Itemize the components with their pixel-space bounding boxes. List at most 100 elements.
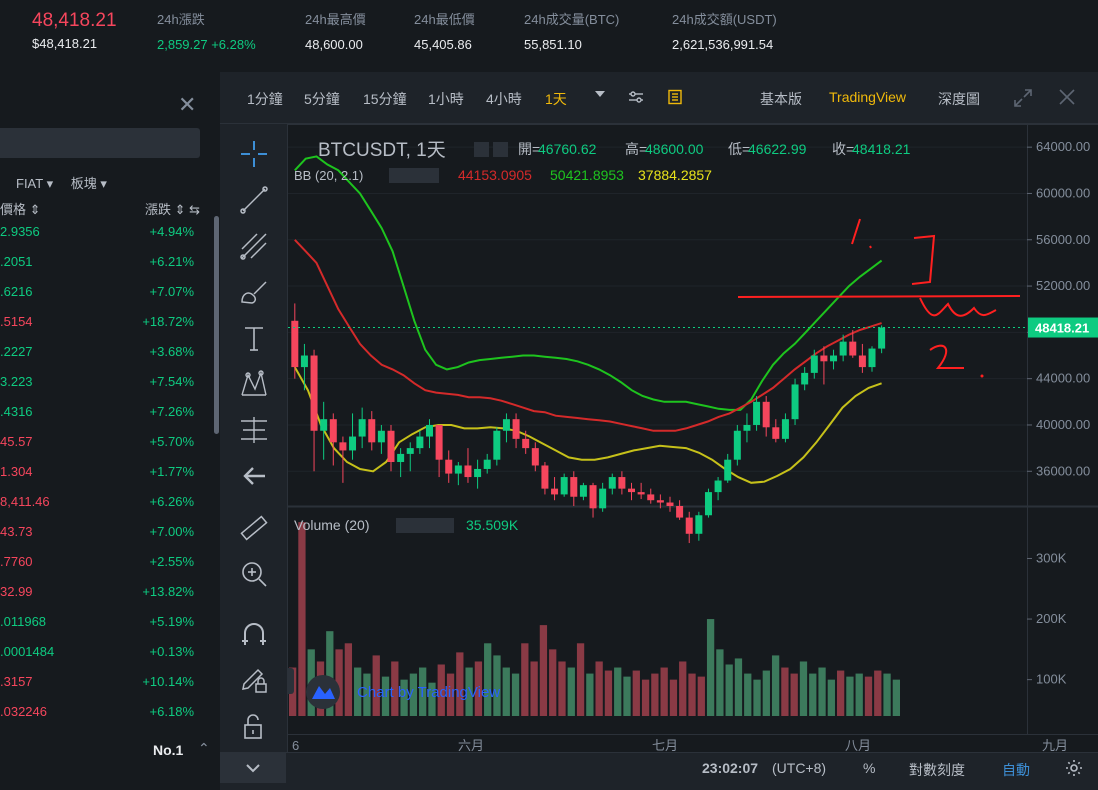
pattern-tool-icon[interactable] (234, 366, 274, 402)
volume-tick-label: 100K (1036, 672, 1067, 687)
back-arrow-icon[interactable] (234, 458, 274, 494)
interval-1d[interactable]: 1天 (545, 91, 567, 107)
lock-pencil-icon[interactable] (234, 662, 274, 698)
pager-up-icon[interactable]: ⌃ (198, 740, 210, 756)
filter-sector[interactable]: 板塊 ▾ (70, 176, 107, 191)
volume-bar (502, 667, 510, 716)
volume-bar (883, 673, 891, 716)
search-input[interactable] (0, 128, 200, 158)
trendline-icon[interactable] (234, 182, 274, 218)
chart-canvas[interactable]: 36000.0040000.0044000.0048000.0052000.00… (284, 124, 1098, 753)
candle-body (753, 401, 761, 425)
magnet-icon[interactable] (234, 616, 274, 652)
stat-label: 24h最高價 (305, 12, 366, 27)
stat-24h-high: 24h最高價 48,600.00 (305, 9, 366, 52)
market-row[interactable]: .2227 +3.68% (0, 342, 200, 372)
market-row[interactable]: 3.223 +7.54% (0, 372, 200, 402)
collapse-button[interactable] (220, 753, 286, 783)
indicators-icon[interactable] (667, 89, 683, 108)
crosshair-icon[interactable] (234, 136, 274, 172)
ohlc-label: 收= (832, 141, 854, 157)
market-row[interactable]: .4316 +7.26% (0, 402, 200, 432)
stat-value: 45,405.86 (414, 37, 472, 52)
view-depth[interactable]: 深度圖 (938, 91, 980, 107)
market-row[interactable]: .032246 +6.18% (0, 702, 200, 732)
percent-toggle[interactable]: % (863, 760, 876, 776)
market-row[interactable]: .2051 +6.21% (0, 252, 200, 282)
fib-tool-icon[interactable] (234, 228, 274, 264)
market-row[interactable]: .7760 +2.55% (0, 552, 200, 582)
market-row[interactable]: 8,411.46 +6.26% (0, 492, 200, 522)
tradingview-chart[interactable]: 36000.0040000.0044000.0048000.0052000.00… (284, 124, 1098, 753)
market-row[interactable]: .3157 +10.14% (0, 672, 200, 702)
log-scale-toggle[interactable]: 對數刻度 (909, 762, 965, 778)
market-row-price: .5154 (0, 314, 33, 329)
market-row[interactable]: 2.9356 +4.94% (0, 222, 200, 252)
volume-bar (391, 661, 399, 716)
volume-bar (511, 673, 520, 716)
y-tick-label: 36000.00 (1036, 463, 1090, 478)
text-tool-icon[interactable] (234, 320, 274, 356)
gear-icon[interactable] (1065, 759, 1083, 780)
ohlc-value: 46760.62 (538, 141, 597, 157)
interval-1m[interactable]: 1分鐘 (247, 91, 283, 107)
market-row[interactable]: 32.99 +13.82% (0, 582, 200, 612)
candle-body (454, 465, 462, 474)
interval-1h[interactable]: 1小時 (428, 91, 464, 107)
unlock-icon[interactable] (234, 708, 274, 744)
col-price-header[interactable]: 價格 ⇕ (0, 202, 41, 217)
timezone[interactable]: (UTC+8) (772, 760, 827, 776)
market-row[interactable]: .5154 +18.72% (0, 312, 200, 342)
volume-bar (530, 661, 538, 716)
candle-body (685, 517, 693, 534)
zoom-in-icon[interactable] (234, 556, 274, 592)
brush-icon[interactable] (234, 274, 274, 310)
ohlc-label: 開= (518, 141, 540, 157)
market-row-price: .6216 (0, 284, 33, 299)
candle-body (589, 485, 597, 509)
market-row[interactable]: .6216 +7.07% (0, 282, 200, 312)
market-row-price: 2.9356 (0, 224, 40, 239)
y-tick-label: 64000.00 (1036, 139, 1090, 154)
candle-body (781, 419, 789, 439)
market-row[interactable]: .011968 +5.19% (0, 612, 200, 642)
volume-bar (660, 667, 668, 716)
interval-5m[interactable]: 5分鐘 (304, 91, 340, 107)
scrollbar[interactable] (214, 216, 219, 434)
candle-body (801, 372, 809, 385)
auto-scale-toggle[interactable]: 自動 (1002, 762, 1030, 778)
bb-upper-line (294, 155, 883, 411)
view-tradingview[interactable]: TradingView (829, 89, 907, 105)
filter-fiat[interactable]: FIAT ▾ (16, 176, 54, 191)
interval-15m[interactable]: 15分鐘 (363, 91, 407, 107)
market-row[interactable]: .0001484 +0.13% (0, 642, 200, 672)
volume-bar (614, 667, 622, 716)
market-row[interactable]: 1.304 +1.77% (0, 462, 200, 492)
view-basic[interactable]: 基本版 (760, 91, 802, 107)
candle-body (502, 419, 510, 431)
market-row[interactable]: 45.57 +5.70% (0, 432, 200, 462)
close-chart-icon[interactable] (1058, 88, 1076, 109)
ohlc-value: 46622.99 (748, 141, 807, 157)
measure-tool-icon[interactable] (234, 412, 274, 448)
market-row-change: +18.72% (142, 314, 194, 329)
volume-bar (354, 667, 362, 716)
interval-4h[interactable]: 4小時 (486, 91, 522, 107)
col-change-header[interactable]: 漲跌 ⇕ ⇆ (144, 202, 200, 217)
market-rows: 2.9356 +4.94% .2051 +6.21% .6216 +7.07% .5154 +… (0, 222, 200, 732)
volume-bar (363, 673, 371, 716)
market-row[interactable]: 43.73 +7.00% (0, 522, 200, 552)
candle-body (425, 424, 433, 437)
candle-body (647, 494, 655, 501)
ruler-icon[interactable] (234, 510, 274, 546)
candle-body (474, 468, 482, 478)
market-row-price: .3157 (0, 674, 33, 689)
candle-body (579, 485, 587, 497)
volume-bar (809, 673, 817, 716)
close-icon[interactable]: ✕ (178, 92, 197, 117)
indicator-settings-icon[interactable] (628, 89, 644, 108)
volume-bar (855, 673, 863, 716)
caret-down-icon[interactable] (594, 87, 606, 103)
fullscreen-icon[interactable] (1013, 88, 1033, 111)
annotation-line (737, 295, 1021, 298)
